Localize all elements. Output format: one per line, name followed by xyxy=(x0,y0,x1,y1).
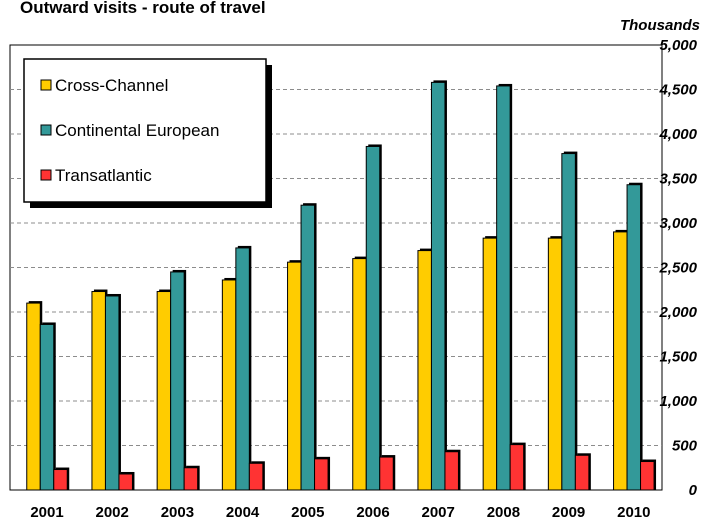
bar xyxy=(91,291,106,491)
unit-label: Thousands xyxy=(620,17,700,34)
x-tick-label: 2008 xyxy=(487,504,520,521)
bar xyxy=(156,291,172,491)
bar xyxy=(496,85,511,491)
legend-label: Continental European xyxy=(55,121,219,140)
x-tick-label: 2002 xyxy=(96,504,129,521)
bar xyxy=(626,184,642,491)
legend: Cross-Channel Continental European Transat… xyxy=(23,58,272,208)
y-tick-label: 4,000 xyxy=(658,126,697,143)
x-tick-label: 2004 xyxy=(226,504,260,521)
bar xyxy=(39,323,55,491)
bar xyxy=(352,258,367,491)
x-tick-label: 2001 xyxy=(30,504,63,521)
bar xyxy=(547,237,563,491)
bar xyxy=(379,456,394,491)
x-tick-label: 2009 xyxy=(552,504,585,521)
y-axis-ticks: 0 500 1,000 1,500 2,000 2,500 3,000 3,500 4,000 4… xyxy=(658,37,697,499)
x-axis-ticks: 2001 2002 2003 2004 2005 2006 2007 2008 2009 2010 xyxy=(30,504,650,521)
bar xyxy=(509,444,525,491)
legend-swatch xyxy=(40,169,52,181)
y-tick-label: 3,000 xyxy=(659,215,697,232)
bar xyxy=(26,302,41,491)
x-tick-label: 2007 xyxy=(422,504,455,521)
bar xyxy=(417,250,432,491)
bar xyxy=(53,469,68,491)
bar xyxy=(221,279,237,491)
bar xyxy=(444,451,459,491)
x-tick-label: 2003 xyxy=(161,504,194,521)
y-tick-label: 0 xyxy=(689,482,698,499)
bar xyxy=(287,261,302,491)
bar xyxy=(613,231,628,491)
bar xyxy=(430,81,446,491)
y-tick-label: 5,000 xyxy=(659,37,697,54)
bar xyxy=(235,247,250,491)
bar xyxy=(574,454,590,491)
bar xyxy=(314,458,329,491)
x-tick-label: 2010 xyxy=(617,504,650,521)
y-tick-label: 3,500 xyxy=(659,171,697,188)
y-tick-label: 2,500 xyxy=(658,260,697,277)
bar xyxy=(561,153,576,491)
bar xyxy=(640,461,655,491)
legend-box xyxy=(23,58,267,203)
chart-title: Outward visits - route of travel xyxy=(20,0,266,17)
legend-label: Cross-Channel xyxy=(55,76,168,95)
bar xyxy=(365,145,381,491)
bars xyxy=(26,80,657,491)
y-tick-label: 2,000 xyxy=(658,304,697,321)
y-tick-label: 1,000 xyxy=(659,393,697,410)
legend-label: Transatlantic xyxy=(55,166,152,185)
legend-swatch xyxy=(40,79,52,91)
bar xyxy=(482,237,498,491)
y-tick-label: 500 xyxy=(672,438,698,455)
x-tick-label: 2005 xyxy=(291,504,324,521)
bar xyxy=(248,462,264,491)
bar xyxy=(118,473,133,491)
x-tick-label: 2006 xyxy=(356,504,389,521)
legend-swatch xyxy=(40,124,52,136)
bar xyxy=(170,271,185,491)
bar xyxy=(104,295,120,491)
y-tick-label: 4,500 xyxy=(658,82,697,99)
bar xyxy=(300,204,316,491)
y-tick-label: 1,500 xyxy=(659,349,697,366)
bar xyxy=(183,467,199,491)
